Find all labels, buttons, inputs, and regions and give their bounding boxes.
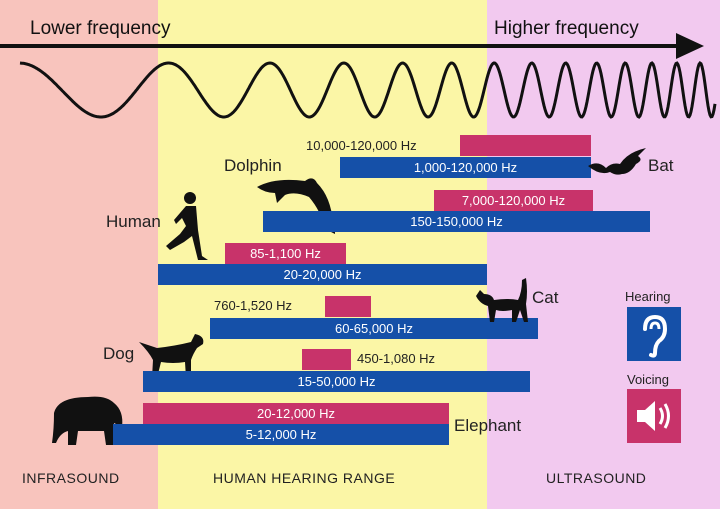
human-silhouette: [166, 192, 208, 260]
elephant-voicing-bar: 20-12,000 Hz: [143, 403, 449, 424]
dolphin-label: Dolphin: [224, 156, 282, 175]
bat-silhouette: [588, 148, 646, 175]
dolphin-voicing-bar: 7,000-120,000 Hz: [434, 190, 593, 211]
bat-voicing-label: 10,000-120,000 Hz: [306, 138, 417, 153]
bat-label: Bat: [648, 156, 674, 175]
sound-wave: [19, 60, 717, 119]
higher-frequency-label: Higher frequency: [494, 18, 639, 39]
elephant-silhouette: [52, 396, 124, 445]
human-label: Human: [106, 212, 161, 231]
hearing-legend-label: Hearing: [625, 289, 671, 304]
bat-voicing-bar: [460, 135, 591, 156]
dog-silhouette: [139, 334, 204, 378]
human-voicing-bar: 85-1,100 Hz: [225, 243, 346, 264]
dog-hearing-bar: 15-50,000 Hz: [143, 371, 530, 392]
cat-voicing-bar: [325, 296, 371, 317]
elephant-label: Elephant: [454, 416, 522, 435]
voicing-legend-label: Voicing: [627, 372, 669, 387]
speaker-icon: [637, 401, 670, 431]
cat-silhouette: [476, 278, 528, 322]
ear-icon: [643, 314, 668, 358]
cat-hearing-bar: 60-65,000 Hz: [210, 318, 538, 339]
infrasound-label: INFRASOUND: [22, 470, 120, 486]
elephant-hearing-bar: 5-12,000 Hz: [113, 424, 449, 445]
voicing-legend: [627, 389, 681, 443]
cat-voicing-label: 760-1,520 Hz: [214, 298, 293, 313]
dolphin-hearing-bar: 150-150,000 Hz: [263, 211, 650, 232]
ultrasound-label: ULTRASOUND: [546, 470, 647, 486]
dog-label: Dog: [103, 344, 135, 363]
hearing-legend: [627, 307, 681, 361]
cat-label: Cat: [532, 288, 559, 307]
dog-voicing-label: 450-1,080 Hz: [357, 351, 436, 366]
human-hearing-bar: 20-20,000 Hz: [158, 264, 487, 285]
bat-hearing-bar: 1,000-120,000 Hz: [340, 157, 591, 178]
lower-frequency-label: Lower frequency: [30, 18, 171, 39]
human-range-label: HUMAN HEARING RANGE: [213, 470, 396, 486]
frequency-arrow: [0, 33, 717, 119]
dog-voicing-bar: [302, 349, 351, 370]
dolphin-silhouette: [257, 178, 335, 234]
